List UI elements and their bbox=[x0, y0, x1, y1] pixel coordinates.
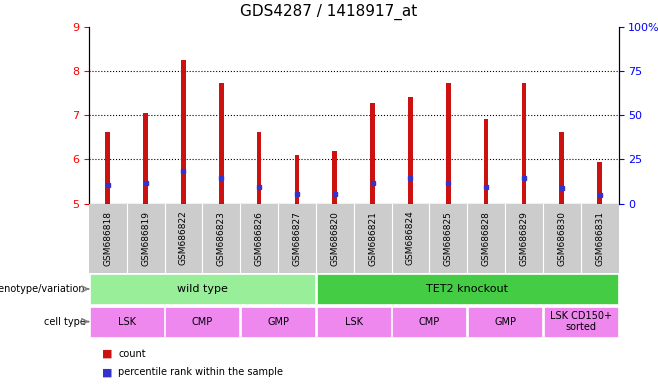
Text: wild type: wild type bbox=[177, 284, 228, 294]
Bar bbox=[89, 306, 164, 337]
Text: GSM686824: GSM686824 bbox=[406, 211, 415, 265]
Bar bbox=[559, 132, 564, 204]
Bar bbox=[241, 306, 315, 337]
Bar bbox=[105, 132, 110, 204]
Bar bbox=[143, 113, 148, 204]
Text: genotype/variation: genotype/variation bbox=[0, 284, 86, 294]
Text: ■: ■ bbox=[102, 349, 113, 359]
Text: GSM686831: GSM686831 bbox=[595, 210, 604, 266]
Text: GSM686829: GSM686829 bbox=[519, 211, 528, 265]
Text: GSM686830: GSM686830 bbox=[557, 210, 567, 266]
Bar bbox=[295, 155, 299, 204]
Bar bbox=[408, 97, 413, 204]
Text: GSM686826: GSM686826 bbox=[255, 211, 264, 265]
Text: GMP: GMP bbox=[494, 316, 516, 327]
Text: GSM686822: GSM686822 bbox=[179, 211, 188, 265]
Text: GSM686819: GSM686819 bbox=[141, 210, 150, 266]
Bar bbox=[544, 306, 618, 337]
Bar bbox=[522, 83, 526, 204]
Bar bbox=[181, 60, 186, 204]
Bar bbox=[257, 132, 261, 204]
Text: count: count bbox=[118, 349, 146, 359]
Text: GSM686823: GSM686823 bbox=[216, 211, 226, 265]
Text: LSK CD150+
sorted: LSK CD150+ sorted bbox=[549, 311, 612, 333]
Text: GSM686825: GSM686825 bbox=[443, 211, 453, 265]
Text: ■: ■ bbox=[102, 367, 113, 377]
Bar bbox=[468, 306, 542, 337]
Bar bbox=[165, 306, 240, 337]
Bar bbox=[332, 151, 337, 204]
Text: TET2 knockout: TET2 knockout bbox=[426, 284, 508, 294]
Text: CMP: CMP bbox=[418, 316, 440, 327]
Text: GSM686821: GSM686821 bbox=[368, 211, 377, 265]
Bar bbox=[446, 83, 451, 204]
Bar bbox=[316, 274, 618, 304]
Text: GDS4287 / 1418917_at: GDS4287 / 1418917_at bbox=[240, 3, 418, 20]
Bar bbox=[219, 83, 224, 204]
Text: GSM686820: GSM686820 bbox=[330, 211, 340, 265]
Text: GSM686818: GSM686818 bbox=[103, 210, 113, 266]
Text: CMP: CMP bbox=[191, 316, 213, 327]
Text: percentile rank within the sample: percentile rank within the sample bbox=[118, 367, 284, 377]
Bar bbox=[316, 306, 391, 337]
Text: cell type: cell type bbox=[43, 316, 86, 327]
Text: GSM686828: GSM686828 bbox=[482, 211, 491, 265]
Bar bbox=[597, 162, 602, 204]
Bar bbox=[370, 103, 375, 204]
Bar bbox=[484, 119, 488, 204]
Text: GMP: GMP bbox=[267, 316, 289, 327]
Bar bbox=[89, 274, 315, 304]
Text: GSM686827: GSM686827 bbox=[292, 211, 301, 265]
Bar bbox=[392, 306, 467, 337]
Text: LSK: LSK bbox=[118, 316, 136, 327]
Text: LSK: LSK bbox=[345, 316, 363, 327]
